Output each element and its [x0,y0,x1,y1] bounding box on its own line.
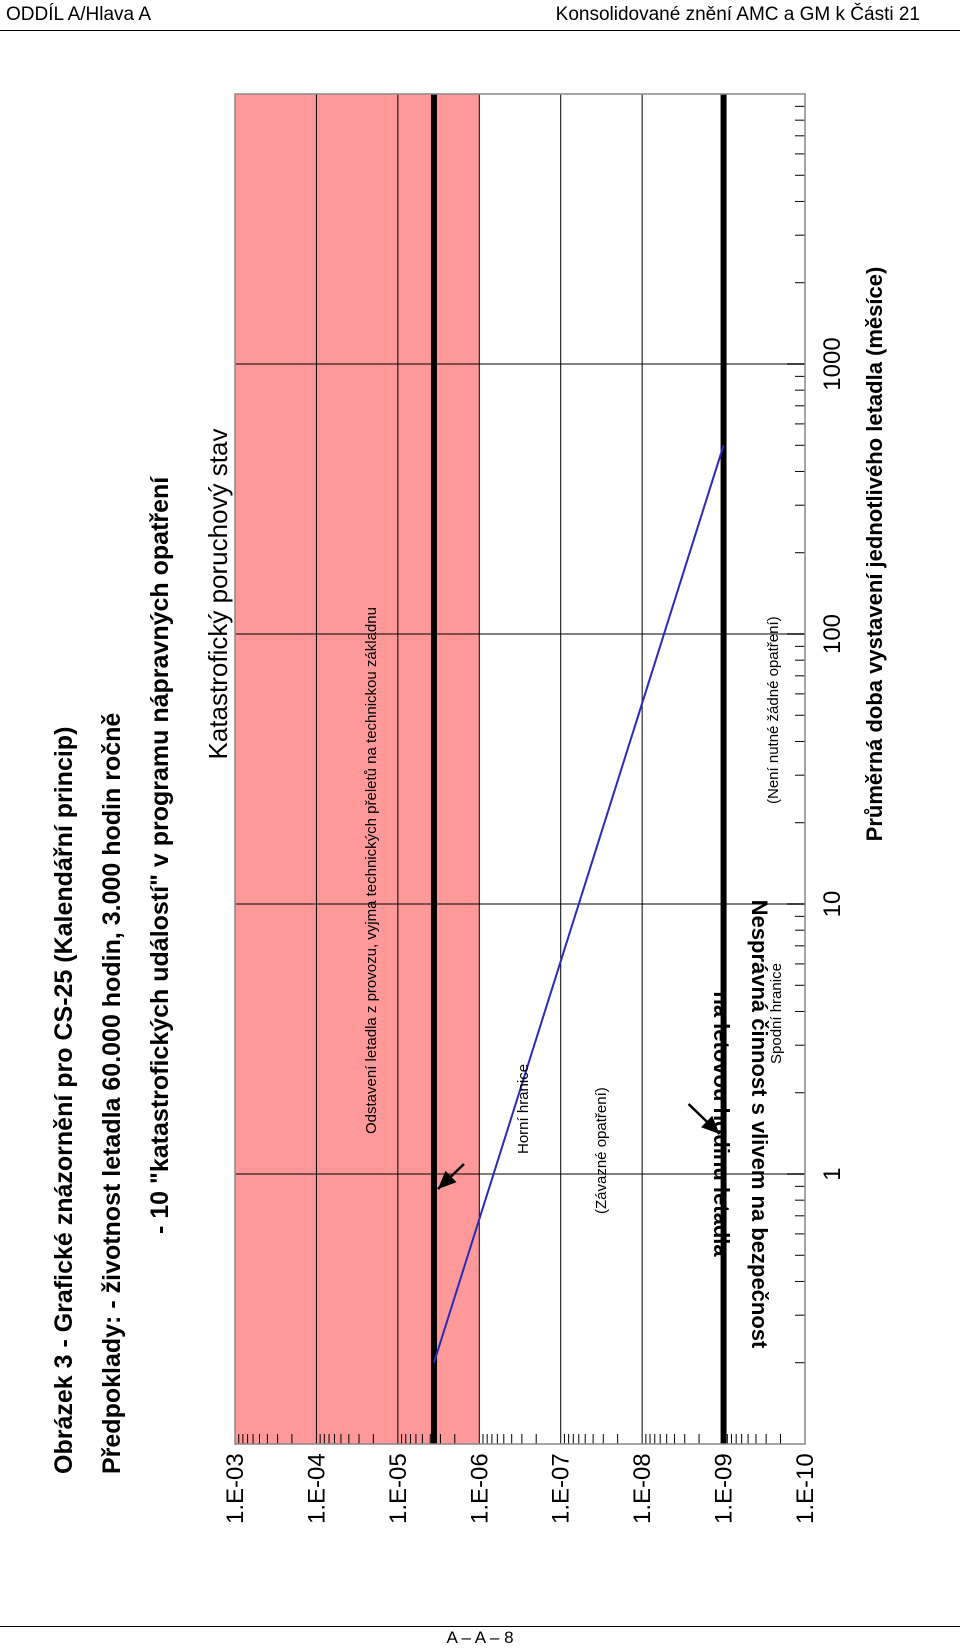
lower-limit-arrow-head [701,1115,720,1134]
y-tick-label: 1.E-04 [303,1453,330,1524]
y-tick-label: 1.E-06 [466,1453,493,1524]
page-number: A – A – 8 [446,1628,514,1647]
y-tick-label: 1.E-09 [711,1453,738,1524]
x-tick-label: 1000 [819,337,846,390]
catastrophic-region [235,94,480,1444]
plot-frame [234,93,806,1445]
upper-limit-arrow-head [437,1170,457,1189]
y-tick-label: 1.E-03 [222,1453,249,1524]
x-axis-label: Průměrná doba vystavení jednotlivého let… [862,267,887,842]
y-tick-label: 1.E-10 [792,1453,819,1524]
page-header: ODDÍL A/Hlava A Konsolidované znění AMC … [0,0,960,31]
series-line [433,444,725,1364]
figure-assumptions-events: - 10 "katastrofických událostí" v progra… [146,476,174,1234]
annotation-mandatory-action: (Závazné opatření) [593,1087,610,1214]
reference-label-lower: Spodní hranice [768,963,785,1064]
footer-rule [0,1626,960,1627]
x-tick-label: 1 [819,1167,846,1180]
figure-canvas: Obrázek 3 - Grafické znázornění pro CS-2… [50,93,887,1524]
figure-assumptions: Předpoklady: - životnost letadla 60.000 … [98,713,126,1474]
y-tick-label: 1.E-08 [629,1453,656,1524]
y-axis-label-line-1: Nesprávná činnost s vlivem na bezpečnost [747,900,772,1349]
region-label-catastrophic: Katastrofický poruchový stav [203,429,233,760]
y-tick-label: 1.E-07 [548,1453,575,1524]
y-axis-label-line-2: na letovou hodinu letadla [709,991,734,1257]
header-document-title: Konsolidované znění AMC a GM k Části 21 [555,4,920,25]
annotation-shutdown: Odstavení letadla z provozu, vyjma techn… [363,607,380,1134]
x-tick-label: 100 [819,614,846,654]
figure-title: Obrázek 3 - Grafické znázornění pro CS-2… [50,727,78,1474]
reference-label-upper: Horní hranice [515,1064,532,1154]
x-tick-label: 10 [819,891,846,918]
chart-area: Katastrofický poruchový stav Odstavení l… [203,93,887,1524]
annotation-no-action: (Není nutné žádné opatření) [765,616,782,804]
y-tick-label: 1.E-05 [385,1453,412,1524]
header-section: ODDÍL A/Hlava A [6,4,152,25]
